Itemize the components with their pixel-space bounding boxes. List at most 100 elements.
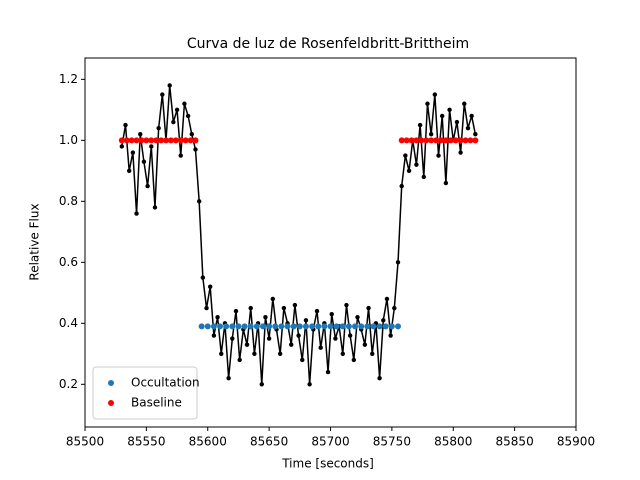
legend-label: Occultation (131, 376, 200, 390)
point (163, 137, 170, 144)
series (118, 137, 479, 144)
point (423, 137, 430, 144)
point (408, 137, 415, 144)
point (266, 323, 273, 330)
point (204, 323, 211, 330)
point (303, 318, 309, 323)
point (284, 323, 291, 330)
point (321, 323, 328, 330)
point (437, 137, 444, 144)
point (200, 275, 206, 280)
point (467, 137, 474, 144)
point (315, 323, 322, 330)
x-tick-label: 85500 (66, 435, 104, 449)
chart-title: Curva de luz de Rosenfeldbritt-Brittheim (187, 36, 469, 52)
point (148, 137, 155, 144)
point (263, 315, 268, 320)
point (229, 323, 236, 330)
point (178, 153, 183, 158)
legend-label: Baseline (131, 396, 182, 410)
point (233, 308, 239, 314)
point (388, 333, 393, 338)
point (278, 323, 285, 330)
point (413, 137, 420, 144)
point (247, 323, 254, 330)
point (143, 137, 150, 144)
point (259, 323, 266, 330)
x-axis-label: Time [seconds] (281, 457, 374, 471)
point (128, 137, 135, 144)
point (145, 183, 150, 189)
point (292, 302, 298, 308)
point (219, 351, 224, 357)
point (160, 92, 165, 97)
point (425, 101, 430, 106)
point (443, 180, 449, 186)
point (172, 137, 179, 144)
point (252, 351, 257, 357)
point (141, 159, 147, 164)
point (138, 132, 143, 137)
point (253, 323, 260, 330)
point (433, 137, 440, 144)
point (421, 174, 426, 180)
point (174, 107, 180, 113)
point (126, 168, 132, 174)
point (340, 351, 345, 357)
point (270, 296, 276, 302)
point (223, 323, 230, 330)
point (123, 122, 128, 128)
point (309, 323, 316, 330)
point (381, 318, 386, 323)
point (392, 305, 397, 311)
point (436, 153, 441, 158)
point (196, 199, 202, 204)
point (248, 305, 253, 311)
point (302, 323, 309, 330)
point (325, 369, 331, 375)
point (272, 323, 279, 330)
point (182, 101, 187, 106)
y-tick-label: 0.6 (59, 255, 78, 269)
point (281, 305, 287, 311)
point (187, 137, 194, 144)
y-axis-label: Relative Flux (28, 203, 42, 280)
point (352, 323, 359, 330)
point (211, 333, 217, 338)
y-tick-label: 0.8 (59, 194, 78, 208)
point (344, 302, 349, 308)
point (370, 351, 375, 357)
point (208, 284, 213, 289)
point (167, 83, 172, 88)
point (235, 323, 242, 330)
point (442, 137, 449, 144)
point (376, 323, 383, 330)
point (399, 183, 404, 189)
x-tick-label: 85800 (434, 435, 472, 449)
point (418, 137, 425, 144)
plot-frame (84, 57, 577, 428)
y-tick-label: 0.2 (59, 377, 78, 391)
point (406, 168, 412, 174)
series (198, 323, 402, 330)
point (469, 113, 474, 119)
point (370, 323, 377, 330)
point (289, 342, 294, 347)
x-tick-label: 85850 (496, 435, 534, 449)
point (118, 137, 125, 144)
point (432, 92, 438, 97)
point (447, 107, 452, 113)
point (333, 336, 338, 341)
legend-marker (108, 380, 114, 386)
point (171, 119, 176, 125)
point (329, 311, 334, 317)
point (358, 323, 365, 330)
point (193, 147, 198, 152)
point (339, 323, 346, 330)
y-tick-label: 0.4 (59, 316, 78, 330)
point (134, 211, 139, 216)
point (204, 305, 209, 311)
point (189, 132, 194, 137)
point (473, 132, 478, 137)
